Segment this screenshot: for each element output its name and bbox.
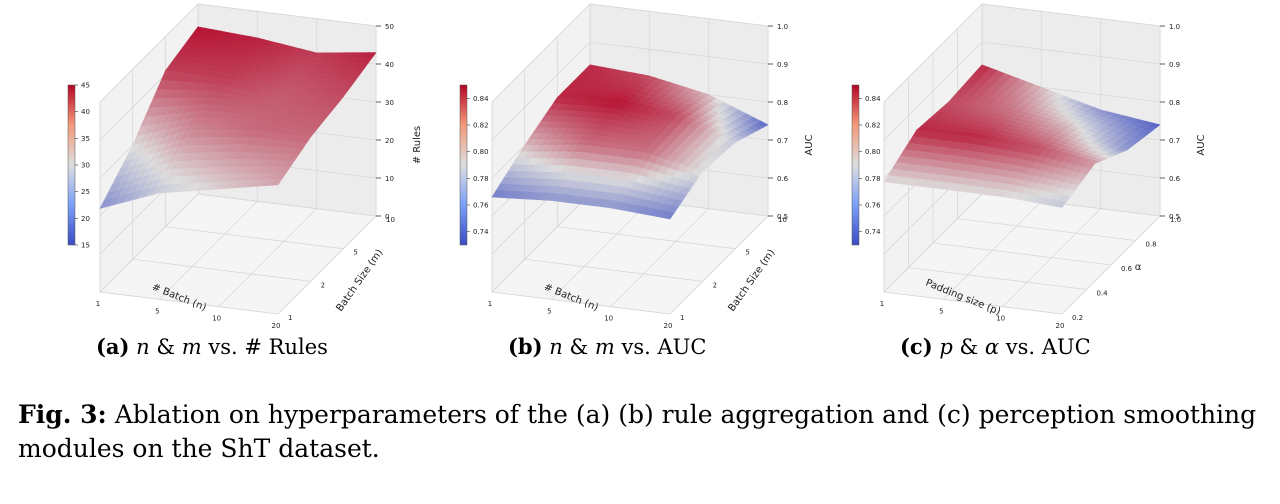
z-tick-label: 40 [385,61,394,69]
z-tick-label: 0.6 [1169,175,1181,183]
x-tick-label: 10 [996,315,1005,323]
y-tick-label: 1.0 [1170,216,1181,224]
x-tick-label: 20 [664,322,673,330]
colorbar-tick-label: 0.74 [865,228,881,236]
colorbar-tick-label: 25 [81,188,90,196]
colorbar-tick-label: 0.78 [865,175,881,183]
y-tick-label: 5 [745,249,749,257]
y-tick-label: 2 [321,281,325,289]
x-tick-label: 1 [96,300,100,308]
z-axis-label: AUC [1196,134,1207,155]
colorbar-tick-label: 0.80 [865,148,881,156]
z-tick-label: 0.6 [777,175,789,183]
z-axis-label: # Rules [412,126,423,165]
x-tick-label: 5 [155,307,159,315]
z-tick-label: 0.7 [777,137,788,145]
z-tick-label: 50 [385,23,394,31]
z-tick-label: 10 [385,175,394,183]
colorbar-tick-label: 20 [81,215,90,223]
colorbar-tick-label: 0.78 [473,175,489,183]
colorbar-tick-label: 30 [81,162,90,170]
y-tick-label: 10 [386,216,395,224]
subcaption-a: (a) n & m vs. # Rules [96,334,328,359]
gridline-y [883,102,1063,315]
z-tick-label: 0.5 [1169,213,1180,221]
x-tick-label: 20 [272,322,281,330]
colorbar-tick-label: 0.82 [473,122,489,130]
x-tick-label: 10 [212,315,221,323]
surface [99,26,377,209]
z-tick-label: 0.8 [777,99,788,107]
colorbar [459,84,468,246]
x-tick-label: 20 [1056,322,1065,330]
surface [491,64,769,220]
z-tick-label: 1.0 [777,23,788,31]
y-axis-label: Batch Size (m) [334,247,385,313]
colorbar [851,84,860,246]
colorbar-tick-label: 35 [81,135,90,143]
colorbar-tick-label: 0.76 [865,202,881,210]
z-tick-label: 0.9 [777,61,788,69]
z-axis-label: AUC [804,134,815,155]
surface [883,64,1161,208]
surface-patch [99,198,113,209]
y-tick-label: 1 [680,314,684,322]
colorbar-tick-label: 0.80 [473,148,489,156]
surface-patch [883,174,897,184]
figure-caption-text: Ablation on hyperparameters of the (a) (… [18,400,1257,463]
x-tick-label: 5 [547,307,551,315]
x-tick-label: 1 [880,300,884,308]
figure-caption: Fig. 3: Ablation on hyperparameters of t… [18,398,1258,466]
figure-caption-label: Fig. 3: [18,400,107,429]
subcaption-b: (b) n & m vs. AUC [508,334,707,359]
subcaption-c: (c) p & α vs. AUC [900,334,1091,359]
z-tick-label: 0.8 [1169,99,1180,107]
colorbar-tick-label: 0.76 [473,202,489,210]
y-tick-label: 0.8 [1146,241,1157,249]
z-tick-label: 30 [385,99,394,107]
colorbar-tick-label: 0.84 [473,95,489,103]
colorbar-tick-label: 0.82 [865,122,881,130]
z-tick-label: 0.5 [777,213,788,221]
colorbar-tick-label: 0.84 [865,95,881,103]
colorbar-tick-label: 0.74 [473,228,489,236]
colorbar [67,84,76,246]
z-tick-label: 20 [385,137,394,145]
y-axis-label: Batch Size (m) [726,247,777,313]
gridline-y [491,102,671,315]
z-tick-label: 0 [385,213,389,221]
y-axis-label: α [1135,262,1142,273]
y-tick-label: 2 [713,281,717,289]
x-tick-label: 5 [939,307,943,315]
colorbar-tick-label: 45 [81,82,90,90]
colorbar-tick-label: 40 [81,108,90,116]
y-tick-label: 10 [778,216,787,224]
y-tick-label: 0.4 [1097,290,1109,298]
z-tick-label: 0.9 [1169,61,1180,69]
gridline-y [132,69,311,282]
gridline-y [908,77,1087,290]
y-tick-label: 5 [353,249,357,257]
colorbar-tick-label: 15 [81,242,90,250]
x-tick-label: 1 [488,300,492,308]
z-tick-label: 0.7 [1169,137,1180,145]
y-tick-label: 0.6 [1121,265,1133,273]
gridline-y [524,69,703,282]
z-tick-label: 1.0 [1169,23,1180,31]
surface-patch [491,190,505,198]
y-tick-label: 1 [288,314,292,322]
x-tick-label: 10 [604,315,613,323]
y-tick-label: 0.2 [1072,314,1083,322]
gridline-y [99,102,279,315]
